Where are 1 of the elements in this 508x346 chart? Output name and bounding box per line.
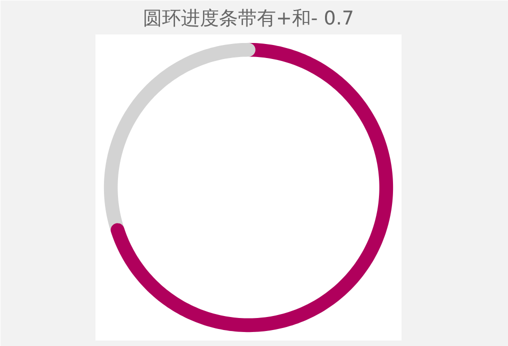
chart-title: 圆环进度条带有+和- 0.7	[142, 8, 354, 30]
